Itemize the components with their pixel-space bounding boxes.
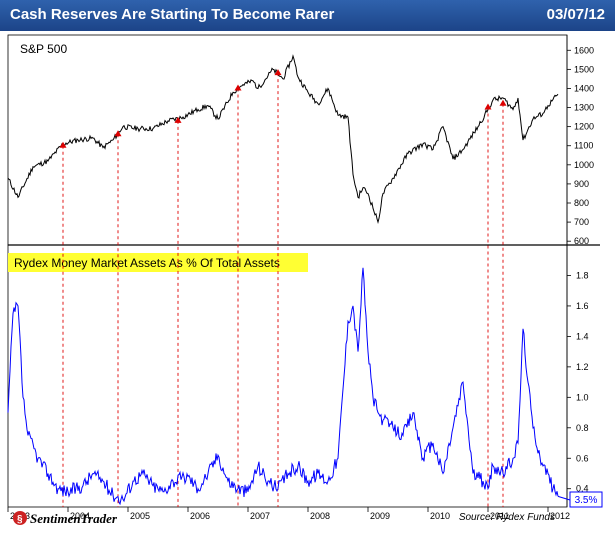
sp500-y-tick-label: 1600 [574, 45, 594, 55]
x-tick-label: 2006 [190, 511, 210, 521]
money-market-panel-title: Rydex Money Market Assets As % Of Total … [14, 256, 280, 270]
logo-mark-icon [13, 511, 27, 525]
logo-text: SentimenTrader [30, 511, 118, 526]
svg-text:§: § [17, 514, 23, 525]
sp500-markers [59, 69, 507, 148]
sp500-y-tick-label: 600 [574, 236, 589, 246]
money-market-y-tick-label: 1.6 [576, 301, 589, 311]
x-tick-label: 2005 [130, 511, 150, 521]
money-market-y-axis-ticks: 0.4 0.6 0.8 1.0 1.2 1.4 1.6 1.8 [567, 270, 589, 494]
x-tick-label: 2011 [490, 511, 509, 521]
sp500-y-tick-label: 1000 [574, 160, 594, 170]
highlight-box [8, 253, 308, 272]
money-market-panel-frame [7, 244, 568, 508]
x-tick-label: 2009 [370, 511, 390, 521]
title-bar: Cash Reserves Are Starting To Become Rar… [0, 0, 615, 31]
sp500-y-tick-label: 900 [574, 179, 589, 189]
last-value-connector [557, 495, 571, 501]
sp500-y-tick-label: 1400 [574, 83, 594, 93]
sp500-panel-title: S&P 500 [20, 42, 67, 56]
money-market-y-tick-label: 1.8 [576, 270, 589, 280]
money-market-y-tick-label: 1.4 [576, 331, 589, 341]
last-value-label: 3.5% [575, 495, 598, 506]
sp500-y-tick-label: 1200 [574, 122, 594, 132]
sp500-y-tick-label: 1100 [574, 141, 593, 151]
sp500-series-line [7, 54, 559, 224]
x-tick-label: 2008 [310, 511, 330, 521]
sp500-marker-triangle [234, 84, 242, 91]
x-tick-label: 2012 [550, 511, 570, 521]
sp500-y-tick-label: 700 [574, 217, 589, 227]
x-tick-label: 2004 [70, 511, 90, 521]
source-note: Source: Rydex Funds [459, 512, 555, 523]
sp500-marker-triangle [59, 141, 67, 148]
x-tick-label: 2007 [250, 511, 270, 521]
x-tick-label: 2010 [430, 511, 450, 521]
sp500-marker-triangle [499, 99, 507, 106]
chart-svg: S&P 500 Rydex Money Market Assets As % O… [7, 34, 603, 526]
sp500-y-axis-ticks: 600 700 800 900 1000 1100 1200 1300 1400 1500 1600 [567, 45, 594, 246]
sp500-y-tick-label: 1500 [574, 64, 594, 74]
money-market-y-tick-label: 1.0 [576, 392, 589, 402]
sp500-marker-triangle [274, 69, 282, 76]
money-market-y-tick-label: 0.4 [576, 484, 589, 494]
money-market-y-tick-label: 0.8 [576, 423, 589, 433]
sp500-y-tick-label: 1300 [574, 103, 594, 113]
sentimentrader-logo: § SentimenTrader [13, 511, 118, 526]
money-market-y-tick-label: 1.2 [576, 362, 589, 372]
marker-guide-lines [62, 73, 504, 507]
sp500-marker-triangle [114, 130, 122, 137]
chart-title: Cash Reserves Are Starting To Become Rar… [10, 6, 335, 23]
money-market-y-tick-label: 0.6 [576, 453, 589, 463]
sp500-marker-triangle [174, 116, 182, 123]
money-market-series-line [7, 267, 559, 506]
sp500-marker-triangle [484, 103, 492, 110]
sp500-y-tick-label: 800 [574, 198, 589, 208]
chart-date: 03/07/12 [546, 6, 605, 23]
